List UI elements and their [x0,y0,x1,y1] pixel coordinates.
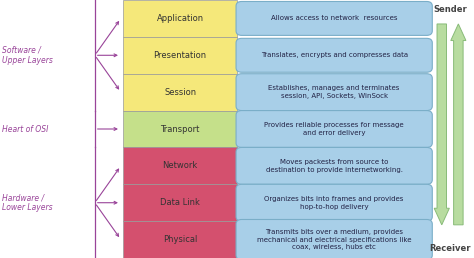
Text: Presentation: Presentation [154,51,207,60]
FancyBboxPatch shape [236,220,432,258]
FancyBboxPatch shape [123,147,237,184]
Text: Sender: Sender [433,5,467,14]
Text: Transport: Transport [160,125,200,133]
FancyBboxPatch shape [123,37,237,74]
Text: Moves packests from source to
destination to provide internetworking.: Moves packests from source to destinatio… [265,159,403,173]
FancyBboxPatch shape [236,2,432,35]
Text: Data Link: Data Link [160,198,200,207]
FancyBboxPatch shape [123,74,237,111]
FancyBboxPatch shape [123,184,237,221]
FancyBboxPatch shape [236,184,432,221]
FancyBboxPatch shape [236,74,432,111]
Text: Allows access to network  resources: Allows access to network resources [271,15,397,21]
FancyBboxPatch shape [236,147,432,184]
FancyBboxPatch shape [236,38,432,72]
Text: Application: Application [156,14,204,23]
Text: Translates, encrypts and compresses data: Translates, encrypts and compresses data [261,52,408,58]
Text: Physical: Physical [163,235,197,244]
FancyBboxPatch shape [236,111,432,147]
Text: Network: Network [163,161,198,170]
Text: Software /
Upper Layers: Software / Upper Layers [2,46,53,65]
Text: Organizes bits into frames and provides
hop-to-hop delivery: Organizes bits into frames and provides … [264,196,404,209]
FancyBboxPatch shape [123,111,237,147]
FancyBboxPatch shape [123,0,237,37]
Text: Receiver: Receiver [429,244,471,253]
Text: Heart of OSI: Heart of OSI [2,125,49,133]
Polygon shape [434,24,449,225]
FancyBboxPatch shape [123,221,237,258]
Text: Establishes, manages and terminates
session, API, Sockets, WinSock: Establishes, manages and terminates sess… [268,85,400,99]
Text: Session: Session [164,88,196,97]
Text: Hardware /
Lower Layers: Hardware / Lower Layers [2,193,53,212]
Text: Provides reliable processes for message
and error delivery: Provides reliable processes for message … [264,122,404,136]
Polygon shape [451,24,466,225]
Text: Transmits bits over a medium, provides
mechanical and electrical specifications : Transmits bits over a medium, provides m… [257,229,411,250]
